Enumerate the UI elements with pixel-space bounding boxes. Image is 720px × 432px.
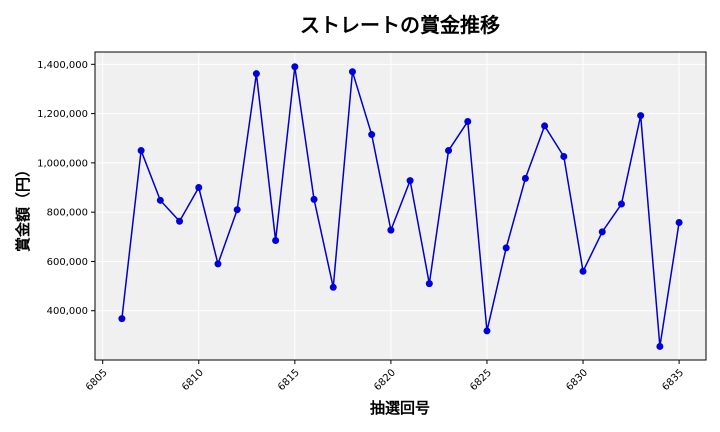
data-point — [252, 70, 260, 78]
data-point — [579, 267, 587, 275]
data-point — [560, 152, 568, 160]
plot-frame — [94, 51, 707, 361]
data-point — [387, 226, 395, 234]
data-point — [137, 147, 145, 155]
data-point — [541, 122, 549, 130]
grid-lines — [95, 52, 706, 360]
y-tick-label: 800,000 — [47, 208, 88, 219]
data-point — [637, 112, 645, 120]
data-point — [675, 219, 683, 227]
data-point — [483, 327, 491, 335]
y-tick-label: 400,000 — [47, 306, 88, 317]
x-tick-label: 6810 — [180, 367, 206, 393]
y-tick-label: 1,000,000 — [37, 158, 88, 169]
data-point — [233, 206, 241, 214]
data-point — [214, 260, 222, 268]
data-point — [348, 68, 356, 76]
x-tick-label: 6815 — [276, 367, 302, 393]
x-tick-label: 6825 — [468, 367, 494, 393]
data-point — [329, 283, 337, 291]
data-point — [272, 236, 280, 244]
y-axis-label: 賞金額（円） — [14, 162, 32, 252]
data-point — [176, 217, 184, 225]
y-tick-label: 600,000 — [47, 257, 88, 268]
series-line — [121, 66, 680, 347]
data-point — [464, 117, 472, 125]
x-tick-label: 6835 — [660, 367, 686, 393]
data-point — [617, 200, 625, 208]
data-point — [656, 342, 664, 350]
data-point — [310, 195, 318, 203]
data-point — [521, 174, 529, 182]
x-axis-label: 抽選回号 — [370, 399, 430, 417]
data-point — [291, 63, 299, 71]
data-point — [156, 196, 164, 204]
data-point — [425, 280, 433, 288]
chart-title: ストレートの賞金推移 — [300, 13, 500, 37]
data-point — [445, 147, 453, 155]
data-point — [195, 184, 203, 192]
data-point — [598, 228, 606, 236]
series-layer — [118, 63, 683, 350]
y-tick-label: 1,400,000 — [37, 60, 88, 71]
data-point — [502, 244, 510, 252]
x-tick-label: 6820 — [372, 367, 398, 393]
data-point — [118, 315, 126, 323]
data-point — [406, 177, 414, 185]
x-tick-label: 6805 — [84, 367, 110, 393]
x-tick-label: 6830 — [564, 367, 590, 393]
y-tick-label: 1,200,000 — [37, 109, 88, 120]
data-point — [368, 131, 376, 139]
